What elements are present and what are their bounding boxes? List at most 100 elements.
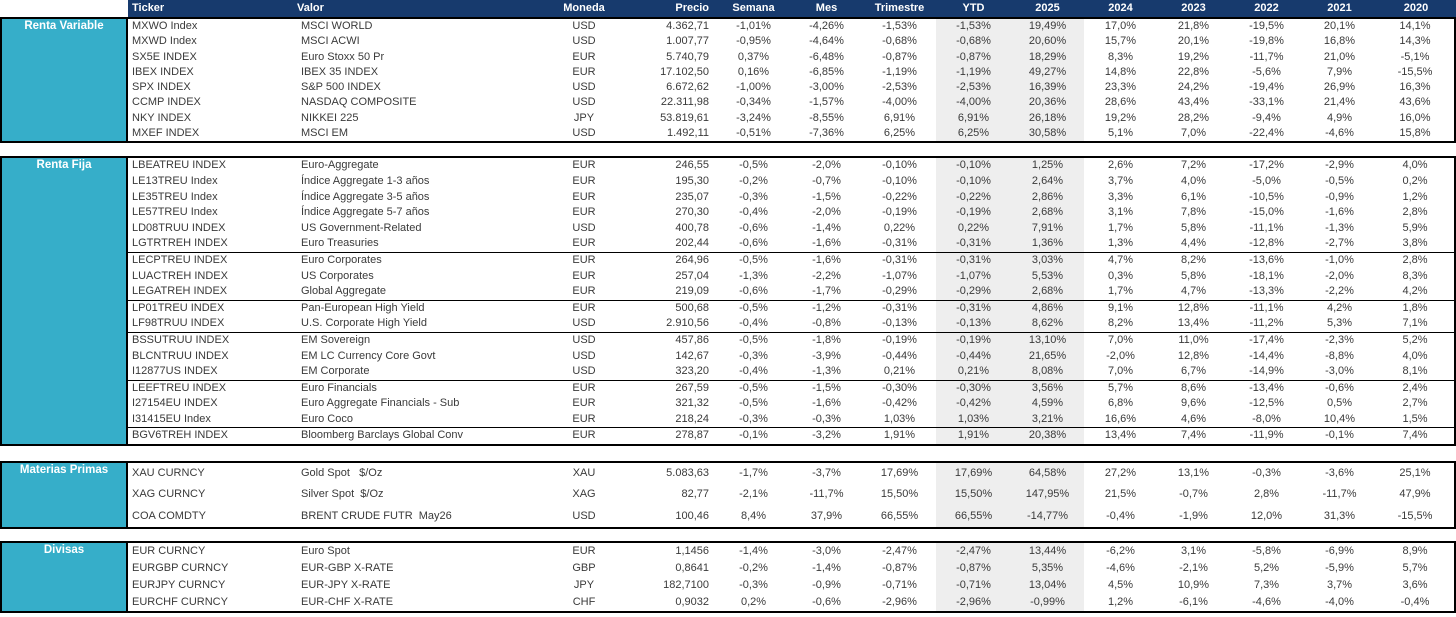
cell-semana: -1,00% [736, 81, 771, 94]
cell-trimestre: -0,71% [882, 578, 917, 591]
cell-y2021: -6,9% [1325, 544, 1354, 557]
cell-semana: -0,3% [739, 190, 768, 203]
section-label-materias-primas: Materias Primas [2, 463, 128, 527]
header-ytd: YTD [962, 2, 985, 14]
cell-valor: Global Aggregate [301, 285, 387, 298]
cell-ticker: EURCHF CURNCY [132, 595, 228, 608]
cell-moneda: EUR [572, 429, 596, 442]
cell-moneda: JPY [573, 111, 595, 124]
cell-mes: -3,9% [812, 349, 841, 362]
cell-y2024: 21,5% [1104, 488, 1137, 501]
cell-moneda: CHF [572, 595, 596, 608]
cell-y2022: -12,5% [1249, 397, 1284, 410]
cell-ytd: 15,50% [936, 484, 1011, 506]
table-row: LE35TREU Index Índice Aggregate 3-5 años E… [128, 189, 1454, 206]
cell-semana: -0,4% [739, 206, 768, 219]
cell-y2020: 3,8% [1402, 237, 1428, 250]
cell-semana: -0,2% [739, 174, 768, 187]
cell-y2024: 19,2% [1104, 111, 1137, 124]
cell-ticker: XAU CURNCY [132, 467, 205, 480]
cell-y2020: 8,9% [1402, 544, 1428, 557]
cell-y2022: -19,4% [1249, 81, 1284, 94]
cell-semana: -1,4% [739, 544, 768, 557]
table-row: I31415EU Index Euro Coco EUR 218,24 -0,3% -0,… [128, 411, 1454, 428]
header-y2025: 2025 [1035, 2, 1060, 14]
table-row: SPX INDEX S&P 500 INDEX USD 6.672,62 -1,00% -… [128, 80, 1454, 96]
cell-y2023: 7,0% [1180, 127, 1207, 140]
table-row: EURJPY CURNCY EUR-JPY X-RATE JPY 182,7100 -0… [128, 576, 1454, 594]
table-row: EURCHF CURNCY EUR-CHF X-RATE CHF 0,9032 0,2%… [128, 593, 1454, 611]
cell-valor: Euro Coco [301, 412, 353, 425]
cell-y2024: -4,6% [1106, 561, 1135, 574]
cell-y2020: -15,5% [1397, 509, 1433, 522]
cell-y2021: -1,0% [1325, 253, 1354, 266]
cell-y2024: -2,0% [1106, 349, 1135, 362]
cell-y2020: 2,4% [1402, 381, 1428, 394]
cell-precio: 264,96 [675, 253, 709, 266]
cell-precio: 400,78 [675, 221, 709, 234]
cell-moneda: GBP [572, 561, 596, 574]
cell-y2024: 4,7% [1107, 253, 1134, 266]
cell-y2021: 31,3% [1323, 509, 1356, 522]
cell-trimestre: -0,42% [882, 397, 917, 410]
cell-y2023: 4,6% [1180, 412, 1207, 425]
cell-ytd: -0,87% [936, 559, 1011, 577]
cell-y2020: 16,3% [1399, 81, 1431, 94]
cell-precio: 195,30 [675, 174, 709, 187]
cell-y2025: 16,39% [1011, 80, 1084, 96]
cell-y2022: 12,0% [1250, 509, 1283, 522]
cell-valor: EUR-GBP X-RATE [301, 561, 394, 574]
cell-trimestre: -0,22% [882, 190, 917, 203]
cell-y2022: -13,3% [1249, 285, 1284, 298]
cell-y2025: 30,58% [1011, 126, 1084, 142]
cell-precio: 6.672,62 [666, 81, 709, 94]
cell-y2020: 25,1% [1399, 467, 1431, 480]
cell-valor: EM Sovereign [301, 333, 371, 346]
cell-ticker: EURGBP CURNCY [132, 561, 229, 574]
cell-trimestre: -0,13% [882, 317, 917, 330]
cell-semana: -0,95% [736, 35, 771, 48]
cell-moneda: USD [572, 509, 596, 522]
cell-ytd: -0,10% [936, 173, 1011, 190]
cell-ticker: CCMP INDEX [132, 96, 201, 109]
cell-y2022: -17,2% [1249, 159, 1284, 172]
cell-mes: -3,0% [812, 544, 841, 557]
cell-y2021: -4,6% [1325, 127, 1354, 140]
cell-ticker: LBEATREU INDEX [132, 159, 226, 172]
cell-ytd: -2,47% [936, 542, 1011, 560]
cell-y2024: 9,1% [1107, 301, 1134, 314]
cell-ticker: I12877US INDEX [132, 365, 218, 378]
cell-y2021: -2,9% [1325, 159, 1354, 172]
cell-trimestre: -1,53% [882, 20, 917, 32]
cell-mes: -2,2% [812, 269, 841, 282]
cell-y2021: -3,0% [1325, 365, 1354, 378]
header-row: Ticker Valor Moneda Precio Semana Mes Trimestr… [128, 0, 1456, 17]
cell-mes: -4,64% [809, 35, 844, 48]
cell-ticker: LGTRTREH INDEX [132, 237, 228, 250]
cell-y2023: 5,8% [1180, 221, 1207, 234]
cell-valor: EUR-CHF X-RATE [301, 595, 394, 608]
cell-precio: 219,09 [675, 285, 709, 298]
cell-precio: 267,59 [675, 381, 709, 394]
cell-y2025: 4,59% [1011, 396, 1084, 412]
cell-y2023: 12,8% [1177, 301, 1210, 314]
cell-precio: 270,30 [675, 206, 709, 219]
cell-y2025: 5,35% [1011, 559, 1084, 577]
cell-y2020: 8,1% [1402, 365, 1428, 378]
cell-semana: -3,24% [736, 111, 771, 124]
cell-trimestre: 1,91% [883, 429, 916, 442]
table-row: EUR CURNCY Euro Spot EUR 1,1456 -1,4% -3,0% -2… [128, 542, 1454, 560]
cell-y2025: 3,03% [1011, 252, 1084, 269]
table-row: SX5E INDEX Euro Stoxx 50 Pr EUR 5.740,79 0,3… [128, 49, 1454, 65]
cell-y2020: 15,8% [1399, 127, 1431, 140]
cell-y2023: 5,8% [1180, 269, 1207, 282]
cell-precio: 1.007,77 [666, 35, 709, 48]
cell-y2022: -11,7% [1249, 50, 1284, 63]
cell-y2021: -11,7% [1322, 488, 1357, 501]
cell-y2021: 21,4% [1323, 96, 1356, 109]
cell-moneda: EUR [572, 237, 596, 250]
cell-ytd: -1,53% [936, 19, 1011, 35]
cell-y2020: 2,8% [1402, 206, 1428, 219]
cell-y2021: -2,2% [1325, 285, 1354, 298]
cell-moneda: EUR [572, 412, 596, 425]
